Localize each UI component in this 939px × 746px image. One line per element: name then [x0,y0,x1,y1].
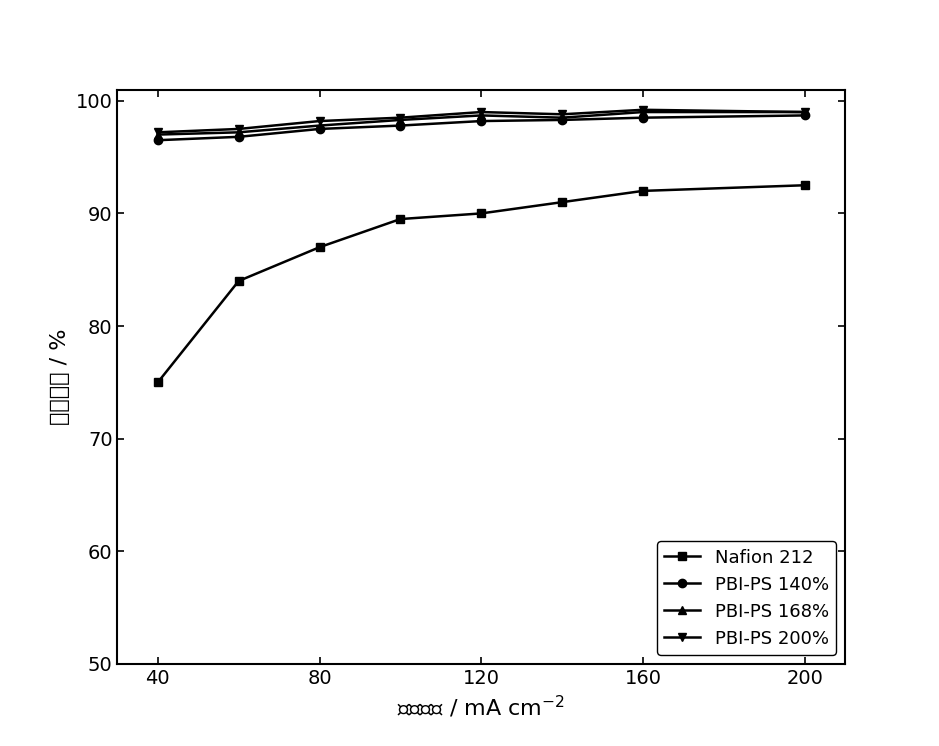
PBI-PS 168% [475,111,486,120]
PBI-PS 168% [638,107,649,116]
PBI-PS 200% [314,116,325,125]
Nafion 212 [475,209,486,218]
PBI-PS 168% [394,116,406,125]
PBI-PS 168% [314,121,325,130]
X-axis label: 电流密度 / mA cm$^{-2}$: 电流密度 / mA cm$^{-2}$ [397,693,565,720]
PBI-PS 140% [475,116,486,125]
Nafion 212 [314,242,325,251]
PBI-PS 140% [233,132,244,141]
Line: Nafion 212: Nafion 212 [154,181,808,386]
PBI-PS 200% [799,107,810,116]
PBI-PS 140% [394,121,406,130]
Nafion 212 [152,378,163,387]
PBI-PS 168% [799,107,810,116]
Nafion 212 [394,215,406,224]
PBI-PS 140% [152,136,163,145]
PBI-PS 200% [233,125,244,134]
PBI-PS 200% [557,110,568,119]
PBI-PS 168% [557,113,568,122]
Legend: Nafion 212, PBI-PS 140%, PBI-PS 168%, PBI-PS 200%: Nafion 212, PBI-PS 140%, PBI-PS 168%, PB… [657,542,836,655]
PBI-PS 140% [314,125,325,134]
Nafion 212 [233,277,244,286]
PBI-PS 140% [638,113,649,122]
Line: PBI-PS 200%: PBI-PS 200% [154,106,808,137]
Line: PBI-PS 168%: PBI-PS 168% [154,108,808,139]
Y-axis label: 库伦效率 / %: 库伦效率 / % [50,328,70,425]
PBI-PS 140% [557,116,568,125]
PBI-PS 200% [394,113,406,122]
PBI-PS 168% [233,128,244,137]
Nafion 212 [799,181,810,189]
PBI-PS 140% [799,111,810,120]
PBI-PS 200% [638,105,649,114]
Nafion 212 [557,198,568,207]
Nafion 212 [638,186,649,195]
PBI-PS 200% [152,128,163,137]
PBI-PS 168% [152,130,163,139]
Line: PBI-PS 140%: PBI-PS 140% [154,111,808,145]
PBI-PS 200% [475,107,486,116]
